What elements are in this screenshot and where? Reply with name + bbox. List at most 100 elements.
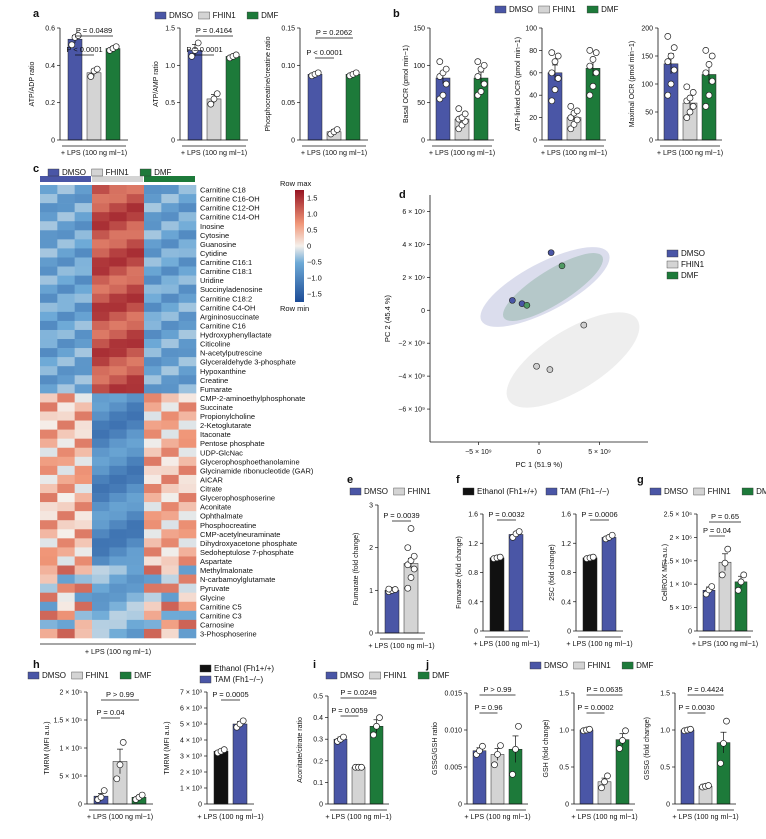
heatmap-cell (126, 248, 145, 258)
heatmap-row-label: Glycinamide ribonucleotide (GAR) (200, 466, 314, 475)
heatmap-cell (109, 248, 127, 258)
heatmap-cell (144, 565, 162, 575)
heatmap-cell (126, 610, 145, 621)
heatmap-cell (92, 203, 110, 213)
legend-swatch-i-1 (369, 671, 381, 680)
colorbar-tick: −0.5 (307, 258, 322, 267)
data-point (74, 32, 82, 39)
heatmap-cell (40, 357, 58, 367)
heatmap-cell (178, 610, 197, 621)
data-point (138, 791, 146, 799)
bar-0 (213, 750, 229, 805)
heatmap-cell (161, 302, 179, 313)
y-tick-label: 0.5 (660, 765, 670, 772)
heatmap-cell (57, 185, 75, 195)
y-tick-label: 200 (641, 26, 653, 33)
group-bar-FHIN1 (92, 176, 143, 182)
data-point (686, 108, 694, 116)
data-point (570, 120, 578, 128)
data-point (723, 717, 730, 725)
data-point (480, 80, 488, 88)
heatmap-cell (178, 221, 197, 231)
heatmap-cell (144, 429, 162, 439)
heatmap-cell (178, 329, 197, 340)
p-value-label: P = 0.0002 (577, 703, 613, 712)
pca-point-fhin1 (533, 362, 540, 370)
data-point (497, 742, 504, 749)
heatmap-cell (57, 284, 75, 295)
bar-2 (345, 74, 361, 141)
y-tick-label: 0 (421, 308, 425, 315)
heatmap-cell (126, 502, 145, 512)
data-point (740, 571, 748, 579)
heatmap-row-label: Inosine (200, 222, 224, 231)
heatmap-cell (40, 447, 58, 458)
panel-letter-i: i (313, 659, 316, 671)
heatmap-cell (92, 212, 110, 222)
y-tick-label: 100 (413, 63, 425, 70)
heatmap-cell (92, 266, 110, 276)
data-point (373, 722, 380, 730)
p-value-label: P = 0.2062 (316, 28, 352, 37)
x-axis-label: + LPS (100 ng ml−1) (657, 148, 723, 157)
x-axis-label: + LPS (100 ng ml−1) (181, 148, 247, 157)
pca-point-dmf (523, 302, 531, 309)
heatmap-cell (92, 556, 110, 566)
legend-label-i-2: DMF (432, 671, 449, 680)
heatmap-row-label: Ophthalmate (200, 512, 243, 521)
heatmap-cell (40, 375, 58, 385)
heatmap-cell (144, 203, 162, 213)
heatmap-cell (40, 257, 58, 267)
confidence-ellipse-dmso (480, 247, 610, 327)
heatmap-row-label: UDP-GlcNac (200, 448, 243, 457)
heatmap-cell (126, 474, 145, 485)
heatmap-cell (57, 456, 75, 467)
heatmap-cell (178, 320, 197, 331)
heatmap-cell (178, 483, 197, 494)
colorbar-tick: 0 (307, 242, 311, 251)
chart-b-5: 0 50 100 150 200 Maximal OCR (pmol min−1) + LP… (629, 26, 723, 158)
y-tick-label: 4 × 10⁹ (402, 242, 425, 249)
y-tick-label: 1.5 × 10⁵ (54, 718, 82, 725)
heatmap-cell (40, 275, 58, 285)
data-point (686, 94, 694, 102)
y-axis-label: TMRM (MFI a.u.) (164, 721, 171, 774)
heatmap-cell (144, 221, 162, 231)
heatmap-cell (57, 320, 75, 331)
heatmap-cell (74, 483, 93, 494)
heatmap-cell (178, 357, 197, 367)
y-axis-label: Aconitate/citrate ratio (297, 717, 304, 783)
y-tick-label: 50 (645, 110, 653, 117)
legend-swatch-c-0 (47, 168, 60, 177)
y-tick-label: 0.8 (561, 570, 571, 577)
heatmap-cell (144, 329, 162, 340)
bar-0 (187, 50, 203, 141)
y-tick-label: 1.6 (468, 512, 478, 519)
heatmap-cell (109, 556, 127, 566)
heatmap-cell (144, 619, 162, 630)
colorbar-tick: 0.5 (307, 226, 317, 235)
chart-j-15: 0 0.005 0.010 0.015 GSSG/GSH ratio + LPS (100… (432, 685, 531, 821)
y-tick-label: 0 (421, 138, 425, 145)
heatmap-row-label: Carnitine C14-OH (200, 213, 260, 222)
heatmap-cell (74, 447, 93, 458)
y-tick-label: 0.2 (313, 758, 323, 765)
heatmap-cell (126, 538, 145, 548)
heatmap-cell (161, 628, 179, 639)
heatmap-cell (109, 511, 127, 521)
y-tick-label: 0 (198, 802, 202, 809)
chart-h-13: 0 1 × 10³ 2 × 10³ 3 × 10³ 4 × 10³ 5 × 10³ 6 × … (164, 690, 264, 822)
pca-point-dmf (558, 262, 566, 270)
heatmap-cell (40, 339, 58, 349)
data-point (718, 571, 726, 579)
heatmap-cell (161, 511, 179, 521)
heatmap-cell (57, 257, 75, 267)
heatmap-row-label: AICAR (200, 475, 224, 484)
legend-label-c-0: DMSO (62, 168, 86, 177)
heatmap-cell (126, 465, 145, 476)
chart-h-12: 0 5 × 10⁴ 1 × 10⁵ 1.5 × 10⁵ 2 × 10⁵ TMRM (MFI… (44, 690, 153, 822)
heatmap-row-label: Carnitine C3 (200, 611, 242, 620)
p-value-label: P = 0.96 (474, 703, 502, 712)
